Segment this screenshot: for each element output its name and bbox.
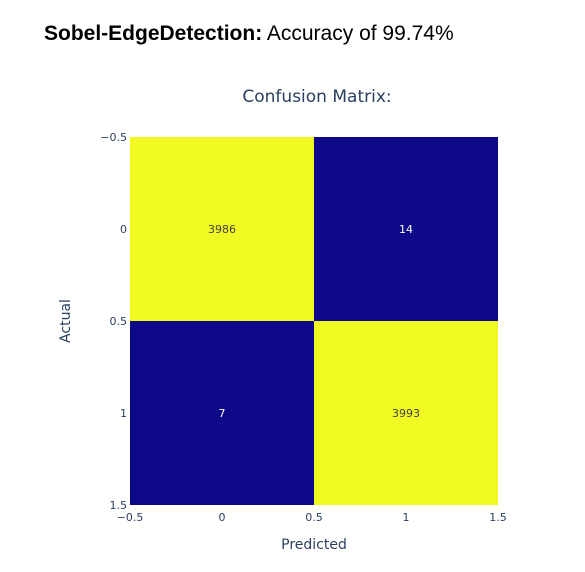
cell-value-label: 3986 xyxy=(208,223,236,236)
x-axis-title: Predicted xyxy=(281,537,347,553)
heatmap-cell xyxy=(130,137,314,321)
heatmap-cell xyxy=(314,137,498,321)
x-tick-label: 0.5 xyxy=(305,511,323,524)
cell-value-label: 3993 xyxy=(392,407,420,420)
heatmap-cell xyxy=(130,321,314,505)
heatmap-cell-labels: 3986 14 7 3993 xyxy=(208,223,420,420)
y-tick-label: 1 xyxy=(120,407,127,420)
page-heading: Sobel-EdgeDetection: Accuracy of 99.74% xyxy=(44,22,454,46)
y-axis-ticks: −0.5 0 0.5 1 1.5 xyxy=(100,131,127,512)
y-tick-label: 1.5 xyxy=(110,499,128,512)
x-axis-ticks: −0.5 0 0.5 1 1.5 xyxy=(117,511,507,524)
x-tick-label: 1.5 xyxy=(489,511,507,524)
chart-title: Confusion Matrix: xyxy=(242,87,391,107)
y-axis-title: Actual xyxy=(58,299,74,343)
model-name: Sobel-EdgeDetection: xyxy=(44,22,263,45)
cell-value-label: 14 xyxy=(399,223,413,236)
y-tick-label: 0 xyxy=(120,223,127,236)
heatmap-cell xyxy=(314,321,498,505)
accuracy-text: Accuracy of 99.74% xyxy=(266,22,454,45)
heatmap-cells xyxy=(130,137,498,505)
y-tick-label: 0.5 xyxy=(110,315,128,328)
x-tick-label: 1 xyxy=(403,511,410,524)
x-tick-label: −0.5 xyxy=(117,511,144,524)
x-tick-label: 0 xyxy=(219,511,226,524)
cell-value-label: 7 xyxy=(219,407,226,420)
y-tick-label: −0.5 xyxy=(100,131,127,144)
